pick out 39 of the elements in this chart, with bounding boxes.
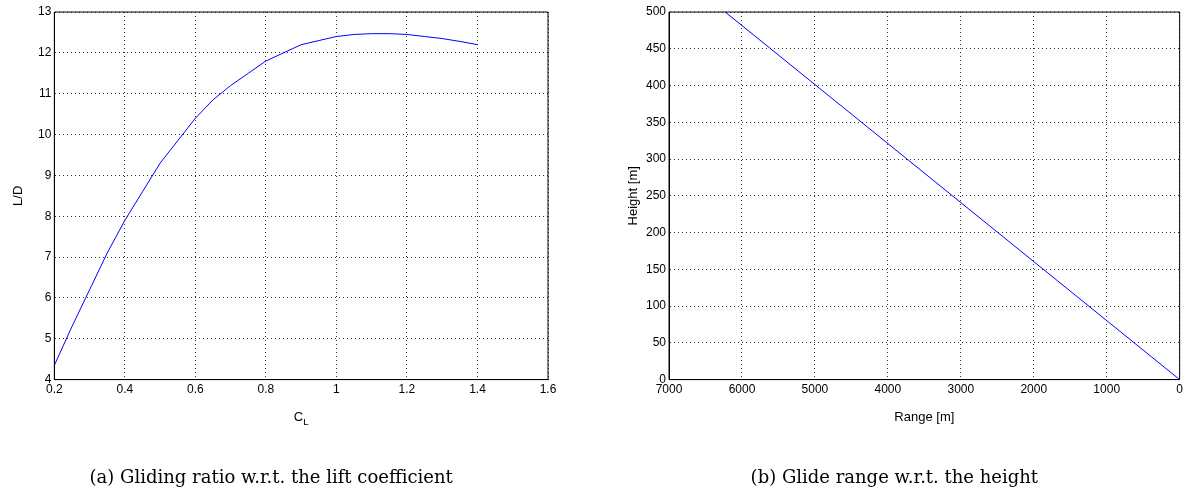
x-tick-label: 0.8	[257, 382, 275, 397]
x-tick-label: 2000	[1020, 382, 1048, 397]
x-tick-label: 5000	[801, 382, 829, 397]
y-tick-label: 11	[38, 86, 52, 100]
x-tick-label: 0	[1176, 382, 1184, 397]
y-tick-label: 400	[645, 77, 667, 92]
y-axis-title: Height [m]	[624, 166, 640, 226]
x-tick-label: 1.2	[398, 382, 416, 397]
x-tick-label: 3000	[947, 382, 975, 397]
y-tick-label: 9	[44, 167, 52, 182]
y-tick-label: 450	[645, 41, 667, 56]
x-tick-label: 1.4	[469, 382, 487, 397]
y-tick-label: 8	[44, 208, 52, 223]
y-tick-label: 150	[645, 261, 667, 276]
x-tick-label: 1	[333, 382, 341, 397]
x-tick-label: 6000	[728, 382, 756, 397]
y-tick-label: 350	[645, 114, 667, 129]
y-tick-label: 10	[37, 126, 52, 141]
y-tick-label: 50	[652, 335, 667, 350]
x-tick-label: 1.6	[539, 382, 557, 397]
y-tick-label: 200	[645, 224, 667, 239]
y-tick-label: 12	[37, 45, 52, 60]
y-tick-label: 7	[44, 249, 52, 264]
x-tick-label: 1000	[1093, 382, 1121, 397]
y-tick-label: 5	[44, 331, 52, 346]
y-tick-label: 100	[645, 298, 667, 313]
text: (a) Gliding ratio w.r.t. the lift coefficient	[89, 465, 454, 487]
y-tick-label: 6	[44, 290, 52, 305]
text: (b) Glide range w.r.t. the height	[750, 465, 1039, 487]
x-tick-label: 4000	[874, 382, 902, 397]
y-tick-label: 300	[645, 151, 667, 166]
x-axis-title: Range [m]	[894, 409, 955, 425]
y-axis-title: L/D	[9, 185, 25, 206]
y-tick-label: 13	[37, 4, 52, 19]
y-tick-label: 500	[645, 4, 667, 19]
x-tick-label: 0.4	[116, 382, 134, 397]
x-tick-label: 0.2	[46, 382, 64, 397]
y-tick-label: 250	[645, 188, 667, 203]
x-tick-label: 0.6	[187, 382, 205, 397]
